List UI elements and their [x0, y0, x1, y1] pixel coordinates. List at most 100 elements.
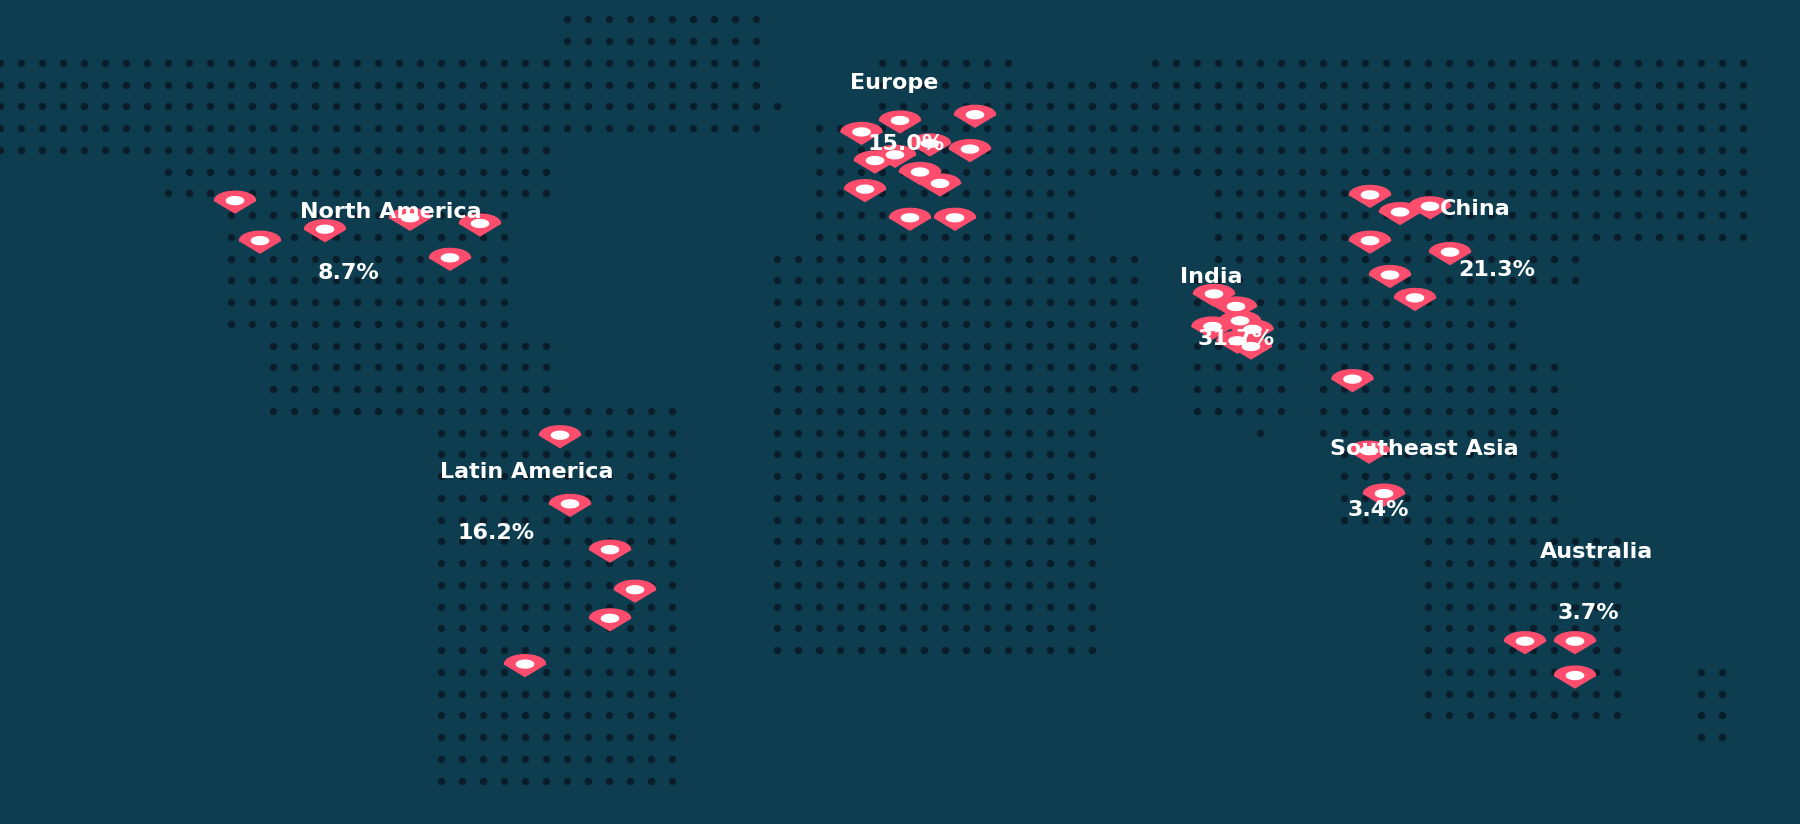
- Point: [322, 122, 351, 135]
- Point: [1498, 187, 1526, 200]
- Point: [1035, 382, 1064, 396]
- Point: [1435, 165, 1463, 178]
- Point: [1057, 470, 1085, 483]
- Point: [1728, 78, 1757, 91]
- Point: [1183, 382, 1211, 396]
- Point: [1350, 382, 1379, 396]
- Point: [616, 687, 644, 700]
- Point: [909, 491, 938, 504]
- Point: [490, 143, 518, 157]
- Point: [1561, 208, 1589, 222]
- Point: [1498, 665, 1526, 678]
- Point: [511, 644, 540, 657]
- Point: [637, 730, 666, 743]
- Point: [1413, 426, 1442, 439]
- Point: [427, 122, 455, 135]
- Point: [1456, 687, 1485, 700]
- Point: [1287, 165, 1316, 178]
- Point: [1665, 187, 1694, 200]
- Point: [1267, 208, 1296, 222]
- Point: [1665, 100, 1694, 113]
- Point: [112, 78, 140, 91]
- Point: [742, 122, 770, 135]
- Point: [826, 252, 855, 265]
- Point: [342, 274, 371, 287]
- Point: [1728, 143, 1757, 157]
- Point: [1035, 231, 1064, 244]
- Point: [216, 100, 245, 113]
- Point: [846, 339, 875, 352]
- Point: [1287, 208, 1316, 222]
- Point: [1456, 644, 1485, 657]
- Point: [1519, 165, 1548, 178]
- Point: [994, 491, 1022, 504]
- Polygon shape: [922, 139, 938, 147]
- Point: [868, 100, 896, 113]
- Point: [511, 470, 540, 483]
- Point: [952, 513, 981, 527]
- Point: [1350, 426, 1379, 439]
- Point: [1330, 426, 1359, 439]
- Point: [805, 165, 833, 178]
- Point: [1687, 687, 1715, 700]
- Point: [364, 361, 392, 374]
- Point: [868, 491, 896, 504]
- Point: [868, 622, 896, 635]
- Point: [490, 470, 518, 483]
- Point: [1057, 231, 1085, 244]
- Point: [1120, 143, 1148, 157]
- Point: [531, 56, 560, 69]
- Point: [448, 535, 477, 548]
- Point: [805, 513, 833, 527]
- Point: [385, 317, 414, 330]
- Point: [1393, 491, 1422, 504]
- Point: [700, 13, 729, 26]
- Point: [657, 100, 686, 113]
- Point: [1393, 56, 1422, 69]
- Polygon shape: [459, 214, 500, 236]
- Point: [931, 187, 959, 200]
- Point: [448, 361, 477, 374]
- Point: [889, 535, 918, 548]
- Point: [259, 339, 288, 352]
- Point: [1561, 578, 1589, 592]
- Point: [637, 752, 666, 765]
- Point: [972, 317, 1001, 330]
- Point: [1035, 513, 1064, 527]
- Point: [637, 644, 666, 657]
- Point: [994, 78, 1022, 91]
- Point: [1161, 78, 1190, 91]
- Point: [427, 578, 455, 592]
- Polygon shape: [472, 219, 488, 227]
- Point: [1498, 361, 1526, 374]
- Point: [1015, 78, 1044, 91]
- Point: [594, 644, 623, 657]
- Point: [763, 317, 792, 330]
- Point: [1582, 187, 1611, 200]
- Point: [1539, 513, 1568, 527]
- Point: [889, 187, 918, 200]
- Point: [657, 665, 686, 678]
- Point: [531, 447, 560, 461]
- Point: [1330, 165, 1359, 178]
- Point: [1287, 339, 1316, 352]
- Point: [826, 187, 855, 200]
- Point: [1246, 274, 1274, 287]
- Point: [657, 78, 686, 91]
- Point: [1602, 100, 1631, 113]
- Polygon shape: [1566, 637, 1584, 645]
- Point: [468, 687, 497, 700]
- Point: [1498, 56, 1526, 69]
- Point: [1372, 317, 1400, 330]
- Point: [133, 100, 162, 113]
- Point: [574, 600, 603, 613]
- Point: [783, 578, 812, 592]
- Point: [1519, 56, 1548, 69]
- Point: [616, 556, 644, 569]
- Point: [322, 78, 351, 91]
- Point: [1413, 382, 1442, 396]
- Point: [322, 208, 351, 222]
- Polygon shape: [1505, 632, 1546, 653]
- Point: [553, 100, 581, 113]
- Point: [279, 252, 308, 265]
